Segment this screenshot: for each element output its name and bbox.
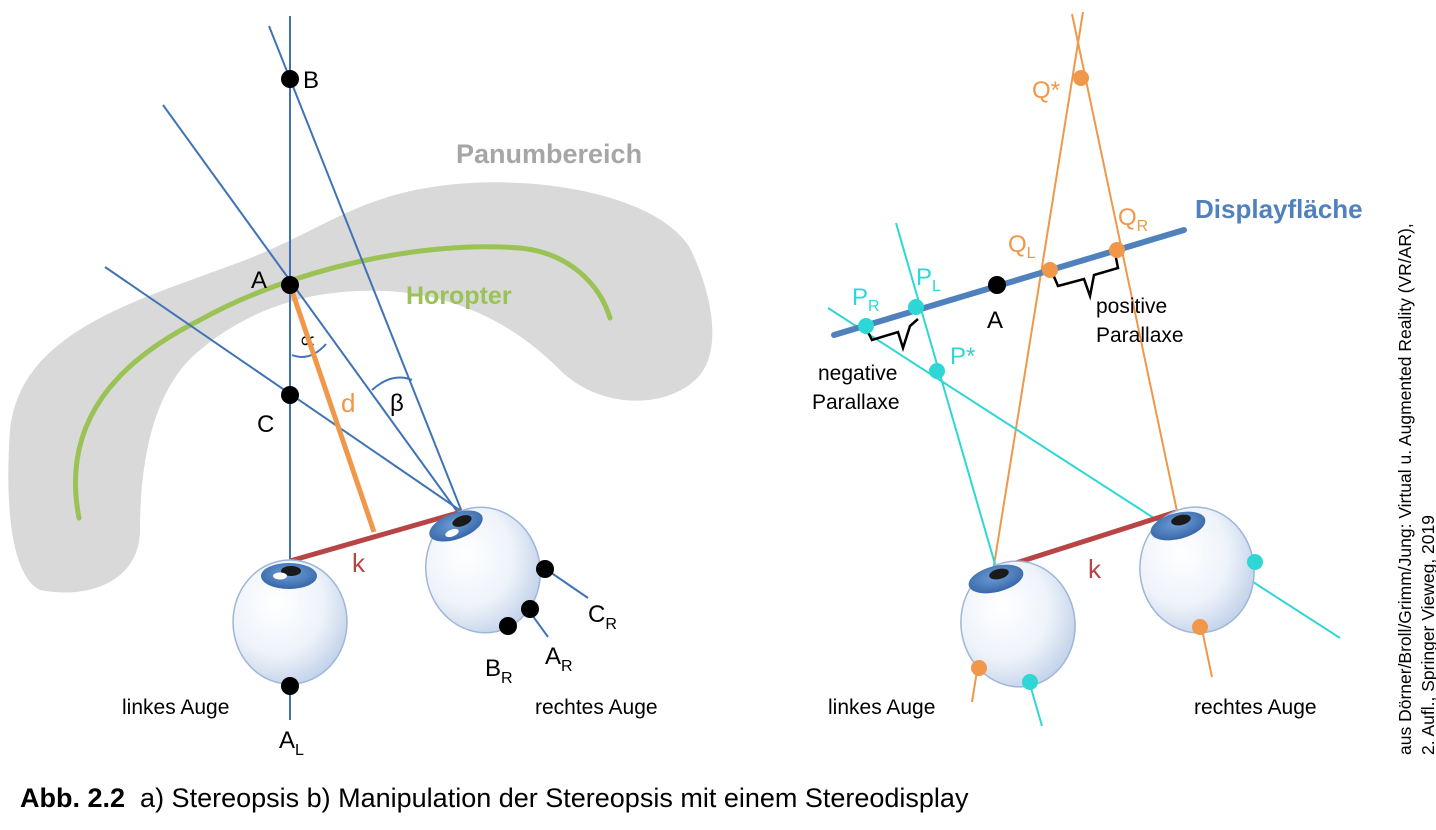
positive-parallax-label: positive Parallaxe	[1096, 295, 1184, 347]
points-a	[281, 70, 554, 695]
point-PR	[858, 318, 874, 334]
label-AL: AL	[279, 727, 304, 759]
eye-highlight	[445, 528, 459, 538]
label-QR: QR	[1118, 204, 1148, 235]
right-eye-a	[424, 506, 542, 634]
horopter-label: Horopter	[406, 282, 512, 310]
point-right-retina-P	[1247, 554, 1263, 570]
label-PL: PL	[916, 264, 941, 295]
diagram-b: Displayfläche k A Q*	[812, 11, 1363, 727]
point-QR	[1109, 242, 1125, 258]
point-left-retina-Q	[971, 660, 987, 676]
baseline-k-label-b: k	[1088, 554, 1102, 584]
label-PR: PR	[852, 284, 880, 315]
credit-line-1: aus Dörner/Broll/Grimm/Jung: Virtual u. …	[1395, 223, 1415, 755]
eye-highlight	[273, 572, 287, 580]
source-credit: aus Dörner/Broll/Grimm/Jung: Virtual u. …	[1394, 223, 1436, 755]
display-label: Displayfläche	[1195, 194, 1363, 224]
label-A: A	[251, 267, 267, 294]
caption-text: a) Stereopsis b) Manipulation der Stereo…	[140, 783, 969, 813]
negative-parallax-brace	[864, 318, 919, 353]
panum-label: Panumbereich	[456, 139, 642, 169]
label-C: C	[257, 411, 274, 438]
display-surface	[831, 227, 1187, 338]
iris	[1150, 511, 1206, 541]
diagram-a: Panumbereich Horopter ∝ β d k	[8, 16, 713, 759]
distance-d-line	[287, 284, 377, 533]
point-P-star	[929, 363, 945, 379]
point-A-b	[988, 276, 1006, 294]
pupil	[281, 566, 301, 576]
angle-alpha-arc	[291, 343, 327, 358]
ray-right-eye-through-P-star	[827, 307, 1341, 639]
pupil	[1171, 514, 1191, 526]
left-eye-label-a: linkes Auge	[122, 696, 229, 719]
horopter-curve	[72, 244, 613, 521]
point-QL	[1042, 262, 1058, 278]
point-AR	[521, 600, 539, 618]
credit-line-2: 2. Aufl., Springer Vieweg, 2019	[1418, 515, 1436, 755]
point-left-retina-P	[1022, 674, 1038, 690]
distance-d-label: d	[341, 388, 355, 418]
baseline-k-label: k	[352, 548, 366, 578]
left-eye-label-b: linkes Auge	[828, 696, 935, 719]
label-AR: AR	[545, 643, 573, 675]
negative-parallax-label: negative Parallaxe	[812, 362, 900, 414]
right-eye-b	[1139, 506, 1255, 634]
baseline-k-line-b	[993, 509, 1177, 573]
label-CR: CR	[588, 601, 617, 633]
label-P-star: P*	[950, 343, 975, 370]
pupil	[452, 515, 472, 527]
iris	[261, 563, 317, 589]
point-right-retina-Q	[1192, 619, 1208, 635]
label-A-b: A	[987, 307, 1003, 334]
point-B	[281, 70, 299, 88]
left-eye-b	[960, 560, 1076, 688]
angle-beta-arc	[371, 376, 413, 391]
point-CR	[536, 560, 554, 578]
point-Q-star	[1073, 70, 1089, 86]
point-PL	[908, 299, 924, 315]
figure-caption: Abb. 2.2 a) Stereopsis b) Manipulation d…	[20, 783, 968, 814]
caption-number: Abb. 2.2	[20, 783, 126, 813]
label-Q-star: Q*	[1032, 77, 1060, 104]
baseline-k-line	[289, 509, 462, 564]
label-QL: QL	[1008, 231, 1036, 262]
point-AL	[281, 677, 299, 695]
panum-region	[8, 182, 713, 593]
angle-beta-label: β	[390, 390, 404, 417]
point-BR	[499, 617, 517, 635]
label-BR: BR	[485, 655, 513, 687]
point-C	[281, 386, 299, 404]
pupil	[989, 568, 1009, 580]
right-eye-label-b: rechtes Auge	[1194, 696, 1317, 719]
label-B: B	[303, 67, 319, 94]
left-eye-a	[232, 559, 348, 685]
positive-parallax-brace	[1050, 252, 1120, 301]
right-eye-label-a: rechtes Auge	[535, 696, 658, 719]
point-A	[281, 276, 299, 294]
